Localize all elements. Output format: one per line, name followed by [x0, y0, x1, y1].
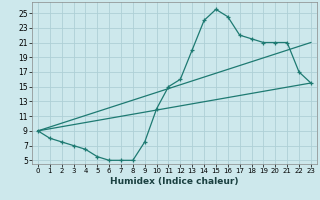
X-axis label: Humidex (Indice chaleur): Humidex (Indice chaleur)	[110, 177, 239, 186]
